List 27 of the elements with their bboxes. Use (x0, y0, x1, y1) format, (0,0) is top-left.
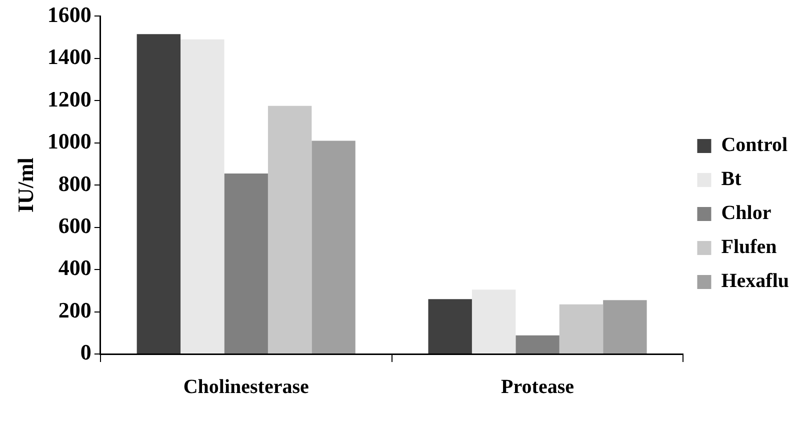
y-tick-label: 0 (80, 340, 92, 365)
bar (516, 335, 560, 354)
y-axis-title: IU/ml (12, 158, 38, 213)
legend-label: Control (721, 134, 788, 156)
y-tick-label: 1200 (47, 86, 92, 112)
bar (559, 304, 604, 354)
legend-label: Bt (721, 168, 742, 190)
y-tick-label: 1000 (47, 128, 92, 154)
legend-label: Flufen (721, 236, 777, 258)
bar (603, 300, 647, 354)
legend-label: Chlor (721, 202, 772, 224)
legend-label: Hexaflu (721, 270, 790, 292)
x-tick-label: Protease (501, 376, 574, 398)
y-tick-label: 400 (58, 255, 92, 280)
y-tick-label: 1600 (47, 2, 92, 27)
bar (312, 140, 356, 354)
y-tick-label: 600 (58, 213, 92, 238)
bar (136, 34, 181, 354)
bar (180, 39, 224, 354)
x-tick-label: Cholinesterase (183, 376, 309, 398)
y-tick-label: 1400 (47, 44, 92, 70)
bar (472, 290, 516, 354)
bar (224, 173, 268, 354)
bar (268, 106, 312, 354)
bar (428, 299, 472, 354)
y-tick-label: 200 (58, 297, 92, 322)
y-tick-label: 800 (58, 170, 92, 196)
